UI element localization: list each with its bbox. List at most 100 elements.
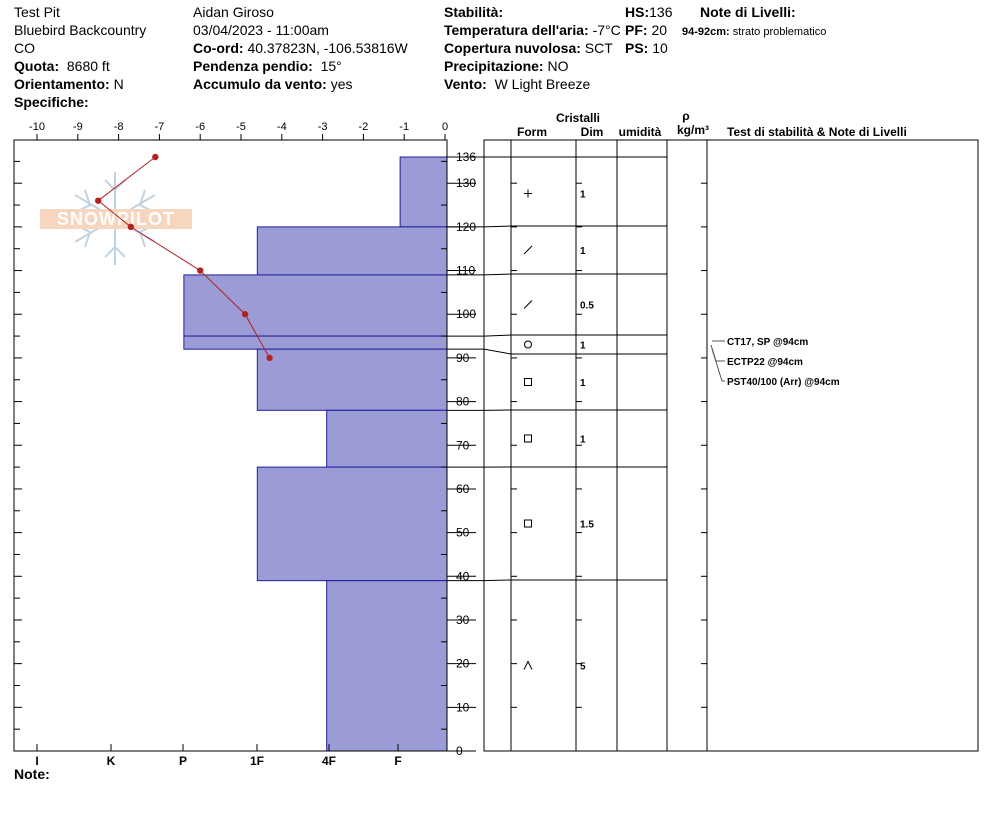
air-temp-value: -7°C [592, 22, 621, 38]
crystal-form-icon [523, 300, 533, 309]
aspect-label: Orientamento: [14, 76, 110, 92]
datetime: 03/04/2023 - 11:00am [193, 22, 329, 38]
temperature-point [152, 153, 159, 161]
temperature-tick-label: -8 [114, 121, 124, 133]
wind-loading: Accumulo da vento: yes [193, 75, 352, 93]
temperature-tick-label: -6 [195, 121, 205, 133]
grain-size-label: 1 [580, 246, 586, 257]
crystal-form-icon [524, 189, 532, 198]
faceted-symbol [524, 519, 532, 528]
snow-height: HS:136 [625, 3, 672, 21]
form-header: Form [517, 125, 547, 139]
stability-label: Stabilità: [444, 4, 504, 20]
grain-size-label: 1 [580, 190, 586, 201]
temperature-tick-label: -3 [318, 121, 328, 133]
slope-value: 15° [320, 58, 342, 74]
wind-label: Vento: [444, 76, 487, 92]
temperature-tick-label: -5 [236, 121, 246, 133]
depth-tick-label: 100 [456, 307, 476, 321]
coordinates: Co-ord: 40.37823N, -106.53816W [193, 39, 408, 57]
rho-header: ρ [682, 109, 689, 123]
temperature-axis: -10 -9 -8 -7 -6 -5 -4 -3 -2 -1 0 [29, 121, 448, 140]
depth-tick-label: 60 [456, 482, 470, 496]
grain-size-label: 1 [580, 378, 586, 389]
grain-size-label: 1 [580, 435, 586, 446]
logo-text: SNOWPILOT [57, 209, 175, 229]
temperature-point [241, 311, 249, 318]
crystal-form-icon [523, 660, 533, 670]
temperature-point [127, 223, 135, 231]
layer-table-frame [483, 139, 979, 752]
temperature-profile [95, 153, 273, 362]
pf-label: PF: [625, 22, 648, 38]
cloud-value: SCT [584, 40, 613, 56]
hardness-tick-label: I [35, 754, 38, 768]
depth-tick-label: 40 [456, 569, 470, 583]
wind-value: W Light Breeze [494, 76, 591, 92]
depth-tick-label: 30 [456, 613, 470, 627]
depth-hoar-symbol [523, 660, 533, 670]
hardness-layer-bar [326, 409, 448, 468]
ps-value-row: PS: 10 [625, 39, 668, 57]
temperature-line [97, 156, 270, 359]
hardness-axis: I K P 1F 4F F [35, 744, 402, 768]
pf-value: 20 [651, 22, 668, 38]
layer-note-text: strato problematico [732, 26, 827, 38]
stability-test-label: ECTP22 @94cm [727, 357, 803, 368]
hardness-layer-bar [326, 580, 448, 752]
depth-tick-label: 80 [456, 395, 470, 409]
temperature-tick-label: -7 [155, 121, 165, 133]
state: CO [14, 40, 35, 56]
hardness-tick-label: 1F [250, 754, 264, 768]
hs-value: 136 [649, 4, 673, 20]
aspect-value: N [113, 76, 124, 92]
cloud-label: Copertura nuvolosa: [444, 40, 581, 56]
precip-label: Precipitazione: [444, 58, 544, 74]
temperature-point [95, 197, 102, 204]
wind: Vento: W Light Breeze [444, 75, 590, 93]
precip-value: NO [547, 58, 569, 74]
air-temp-label: Temperatura dell'aria: [444, 22, 589, 38]
layer-note: 94-92cm: strato problematico [682, 23, 826, 41]
hardness-layer-bar [256, 348, 448, 411]
snowpilot-logo: SNOWPILOT [40, 172, 192, 265]
faceted-symbol [524, 378, 532, 386]
location: Bluebird Backcountry [14, 22, 147, 38]
hardness-tick-label: K [107, 754, 116, 768]
crystal-form-icon [524, 340, 532, 349]
layer-table: 1 1 0.5 1 1 1 1.5 5 [447, 156, 707, 752]
temperature-tick-label: -2 [359, 121, 369, 133]
stability-test-label: CT17, SP @94cm [727, 337, 808, 348]
grain-size-label: 0.5 [580, 301, 594, 312]
layer-notes-title: Note di Livelli: [700, 4, 796, 20]
hardness-layer-bar [256, 226, 448, 276]
temperature-point [197, 267, 204, 274]
crystal-form-icon [524, 519, 532, 528]
elevation-value: 8680 ft [66, 58, 110, 74]
decomposing-symbol [523, 245, 533, 255]
hardness-layer-bar [183, 335, 448, 350]
hardness-layer-bar [256, 466, 448, 582]
depth-tick-label: 50 [456, 526, 470, 540]
wind-loading-value: yes [330, 76, 353, 92]
layer-boundary-line [447, 225, 667, 228]
elevation-label: Quota: [14, 58, 60, 74]
layer-boundary-line [447, 348, 667, 355]
depth-tick-label: 20 [456, 657, 470, 671]
precipitation: Precipitazione: NO [444, 57, 568, 75]
decomposing-symbol [523, 300, 533, 309]
layer-boundary-line [447, 273, 667, 276]
depth-tick-label: 70 [456, 438, 470, 452]
moisture-header: umidità [619, 125, 662, 139]
hardness-tick-label: 4F [322, 754, 336, 768]
grain-size-label: 1.5 [580, 520, 594, 531]
temperature-tick-label: -4 [277, 121, 287, 133]
depth-tick-label: 0 [456, 744, 463, 758]
stability-tests: CT17, SP @94cm ECTP22 @94cm PST40/100 (A… [710, 337, 840, 388]
temperature-tick-label: -9 [73, 121, 83, 133]
grain-size-label: 1 [580, 341, 586, 352]
tests-header: Test di stabilità & Note di Livelli [727, 125, 907, 139]
rounded-grain-symbol [524, 340, 532, 349]
